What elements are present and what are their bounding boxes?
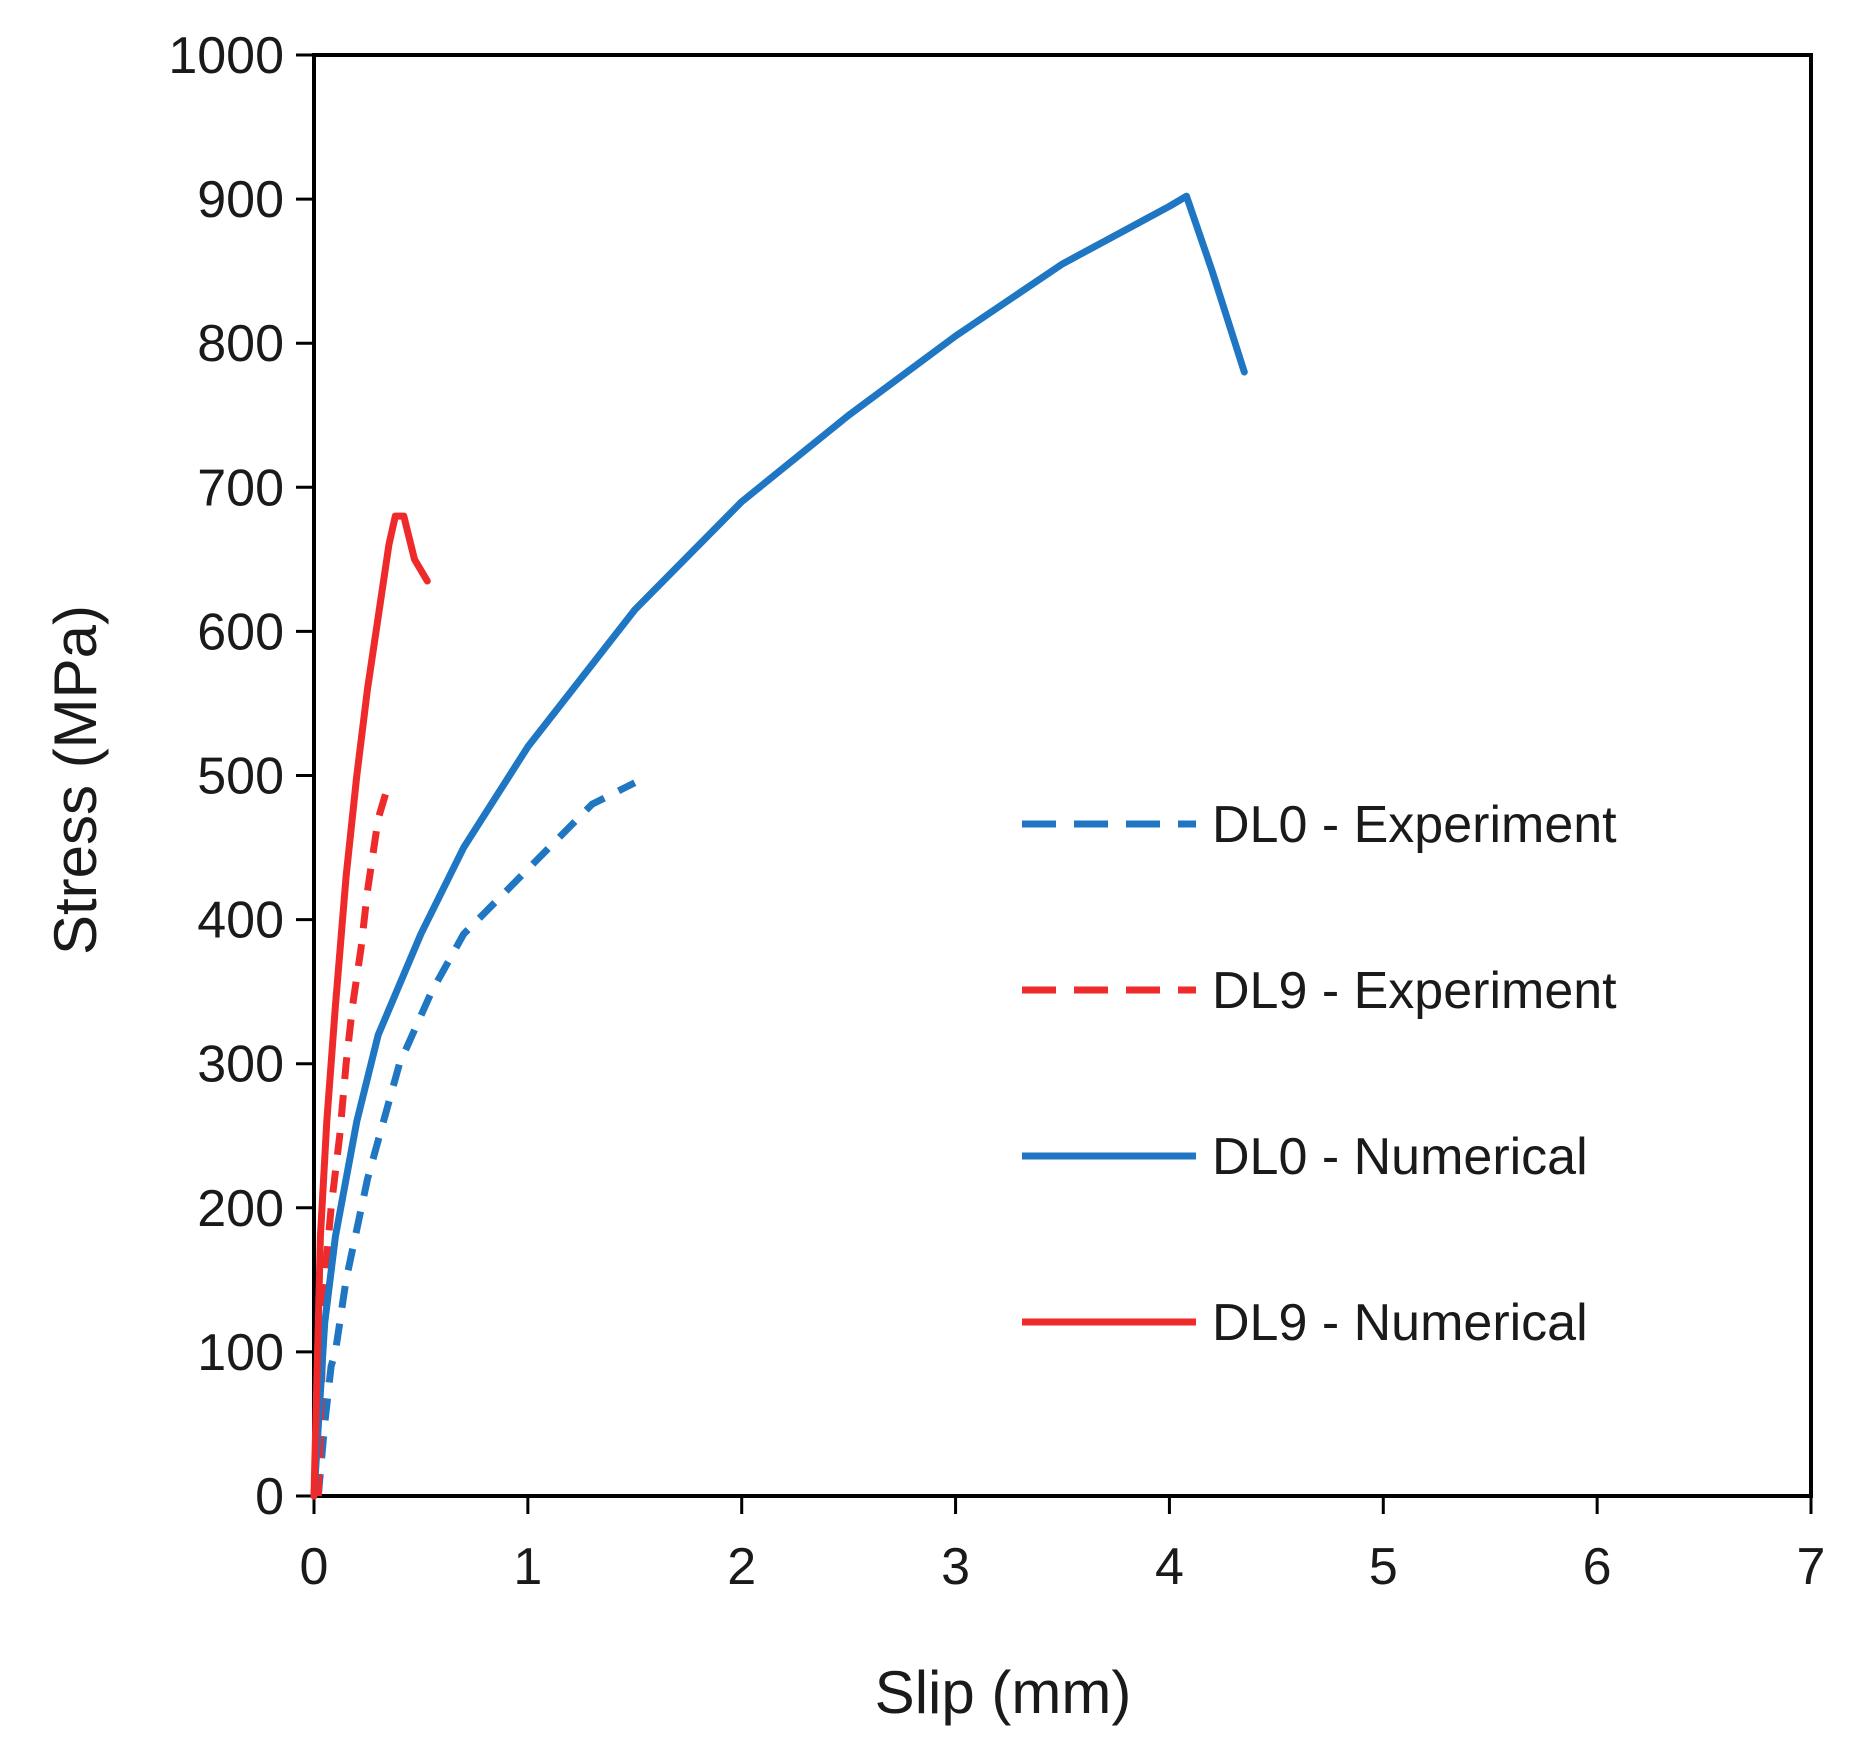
x-tick-label: 1 (513, 1538, 542, 1596)
x-tick-label: 2 (727, 1538, 756, 1596)
legend: DL0 - Experiment DL9 - Experiment DL0 - Nu… (1022, 796, 1617, 1352)
y-tick-label: 200 (197, 1180, 284, 1238)
x-tick-label: 4 (1155, 1538, 1184, 1596)
y-tick-label: 700 (197, 459, 284, 517)
legend-label: DL9 - Numerical (1212, 1294, 1588, 1352)
y-tick-label: 500 (197, 748, 284, 806)
x-tick-label: 6 (1583, 1538, 1612, 1596)
axes: 0 100 200 300 400 500 600 700 800 900 1000 0 1 2 3 4 5 6 7 (168, 27, 1825, 1596)
series-line-dl0-numerical (310, 192, 1248, 1500)
plot-frame (312, 53, 1813, 1498)
x-tick-label: 5 (1369, 1538, 1398, 1596)
y-tick-label: 1000 (168, 27, 284, 85)
x-tick-label: 0 (300, 1538, 329, 1596)
y-tick-label: 100 (197, 1324, 284, 1382)
series-line-dl9-numerical (310, 512, 431, 1500)
x-tick-label: 3 (941, 1538, 970, 1596)
y-tick-label: 900 (197, 171, 284, 229)
y-tick-label: 300 (197, 1036, 284, 1094)
y-tick-label: 800 (197, 315, 284, 373)
y-tick-label: 600 (197, 603, 284, 661)
series-line-dl0-experiment (314, 779, 637, 1497)
legend-label: DL0 - Experiment (1212, 796, 1617, 854)
y-axis-title: Stress (MPa) (42, 605, 109, 955)
y-tick-label: 400 (197, 892, 284, 950)
y-tick-label: 0 (255, 1468, 284, 1526)
legend-label: DL9 - Experiment (1212, 962, 1617, 1020)
series-lines (310, 192, 1248, 1500)
series-line-dl9-experiment (314, 781, 393, 1497)
x-axis-title: Slip (mm) (875, 1659, 1132, 1726)
legend-label: DL0 - Numerical (1212, 1128, 1588, 1186)
x-tick-label: 7 (1797, 1538, 1826, 1596)
